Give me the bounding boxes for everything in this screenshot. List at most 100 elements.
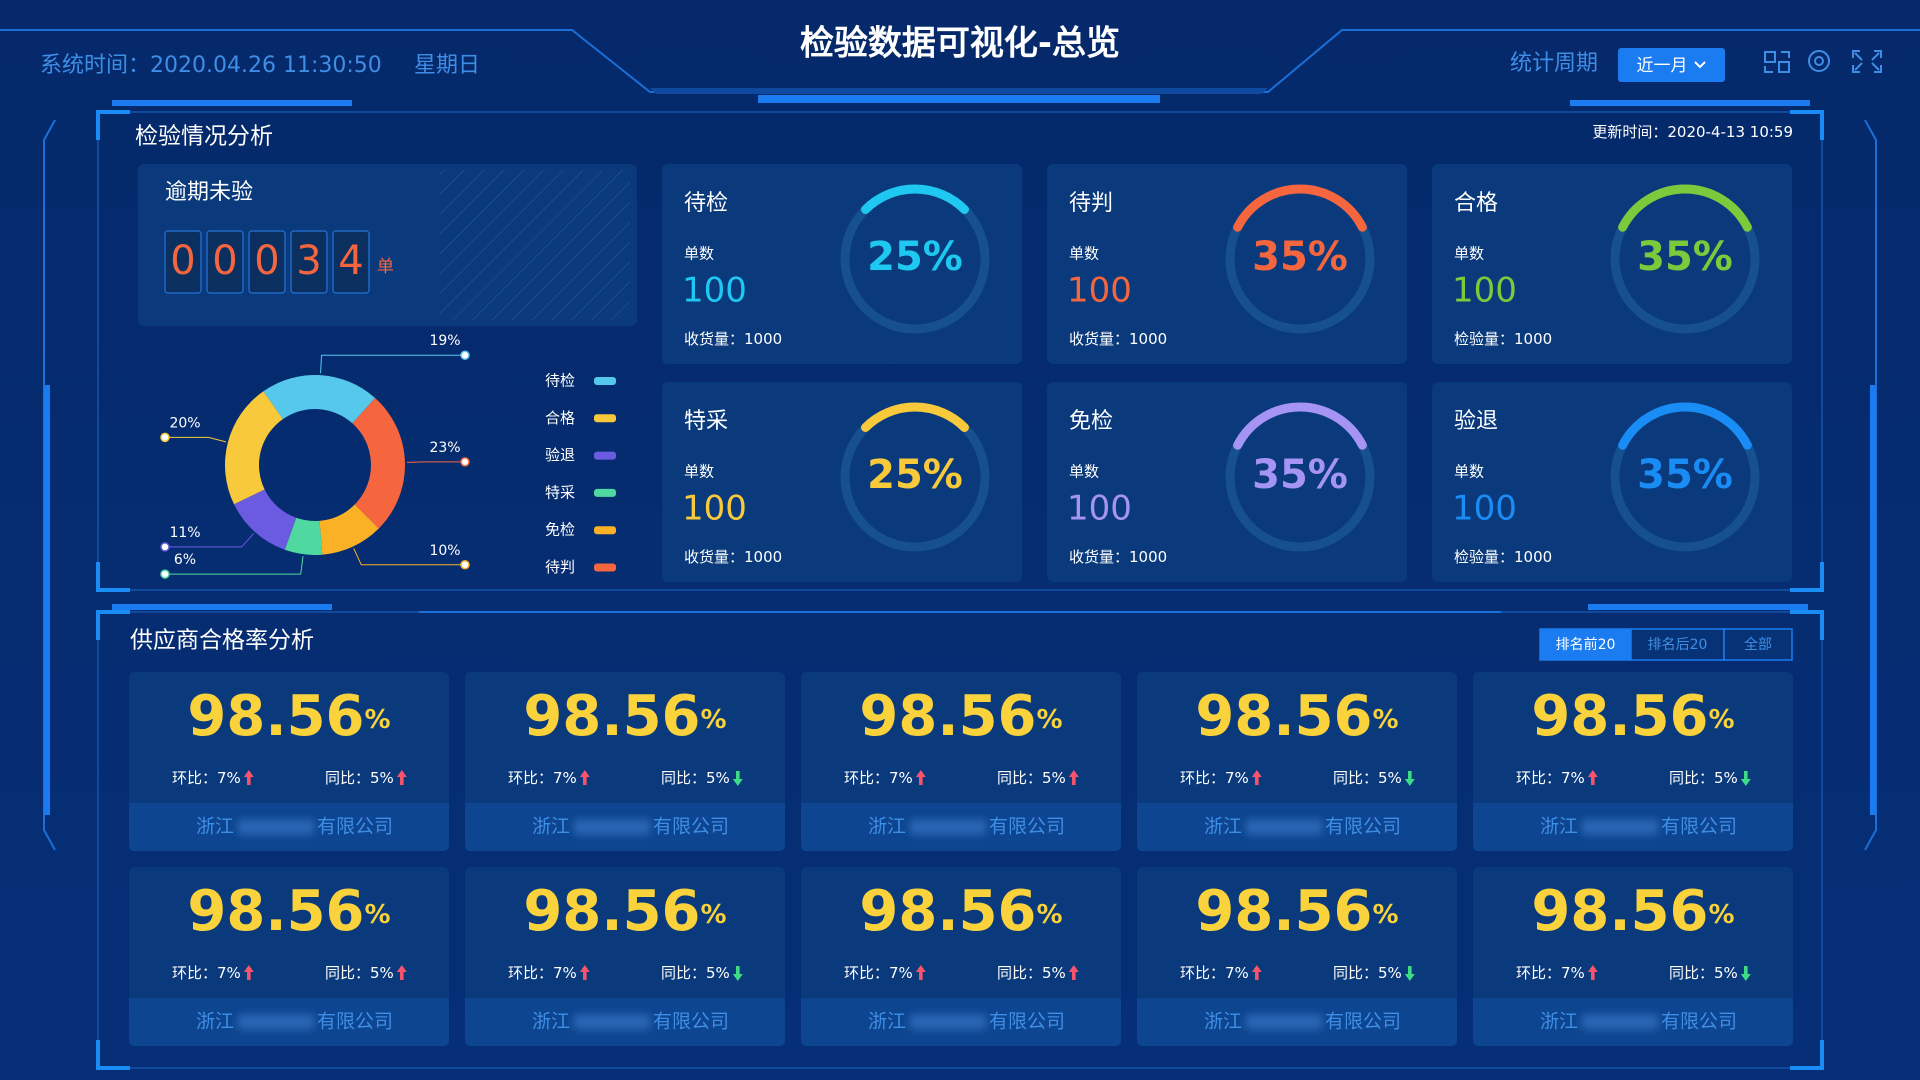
mom-stat: 环比：7%	[1180, 769, 1249, 787]
company-blur	[1245, 819, 1323, 835]
company-prefix: 浙江	[532, 816, 570, 838]
mom-stat: 环比：7%	[1180, 964, 1249, 982]
rate-unit: %	[1709, 900, 1735, 930]
tab-box[interactable]	[1723, 628, 1793, 661]
icon-part[interactable]	[1808, 50, 1830, 72]
sub-value: 1000	[1514, 548, 1552, 566]
tab[interactable]: 全部	[1723, 628, 1793, 661]
trend-down-arrow	[1404, 771, 1415, 786]
settings-icon[interactable]	[1808, 50, 1830, 72]
icon-part[interactable]	[1814, 56, 1824, 66]
card-name: 合格	[1454, 191, 1498, 216]
yoy-label: 同比：	[1333, 964, 1378, 982]
fullscreen-icon[interactable]	[1852, 50, 1882, 73]
company-suffix: 有限公司	[317, 1011, 393, 1033]
company-suffix: 有限公司	[317, 816, 393, 838]
segment-label: 23%	[429, 440, 460, 456]
yoy-label: 同比：	[325, 964, 370, 982]
rate-value: 98.56	[1531, 684, 1708, 749]
rate-value: 98.56	[523, 879, 700, 944]
mom-value: 7%	[217, 964, 241, 982]
card-name: 免检	[1069, 409, 1113, 434]
rate-unit: %	[1037, 900, 1063, 930]
period-dropdown[interactable]: 近一月	[1618, 48, 1725, 82]
count: 100	[1067, 271, 1132, 311]
dropdown-chevron[interactable]	[1694, 61, 1706, 69]
mom-label: 环比：	[844, 964, 889, 982]
mom-stat: 环比：7%	[1516, 769, 1585, 787]
sub-value: 1000	[1129, 330, 1167, 348]
ring-arc	[861, 402, 969, 433]
ring-percent: 25%	[867, 452, 963, 498]
rate-value: 98.56	[523, 684, 700, 749]
trend-up-arrow	[396, 770, 407, 785]
card-name: 验退	[1454, 409, 1498, 434]
rate-value: 98.56	[859, 879, 1036, 944]
icon-part[interactable]	[1764, 51, 1790, 73]
panel-corner	[96, 610, 1824, 1070]
trend-down-arrow	[1740, 771, 1751, 786]
yoy-stat: 同比：5%	[661, 964, 730, 982]
tab[interactable]: 排名后20	[1630, 628, 1725, 661]
company-blur	[1581, 819, 1659, 835]
side-bar	[44, 385, 50, 815]
layout-icon[interactable]	[1764, 51, 1790, 73]
tab-box[interactable]	[1539, 628, 1632, 661]
ring-arc	[1618, 402, 1752, 450]
tab-label[interactable]: 排名前20	[1556, 636, 1616, 653]
leader-dot	[460, 457, 470, 467]
trend-up-arrow	[243, 965, 254, 980]
dropdown-value[interactable]: 近一月	[1637, 56, 1688, 76]
tab[interactable]: 排名前20	[1539, 628, 1632, 661]
yoy-label: 同比：	[997, 769, 1042, 787]
mom-label: 环比：	[508, 964, 553, 982]
trend-up-arrow	[1068, 965, 1079, 980]
tab-box[interactable]	[1630, 628, 1725, 661]
pass-rate: 98.56%	[1195, 879, 1398, 944]
digit: 0	[254, 238, 279, 284]
yoy-stat: 同比：5%	[325, 769, 394, 787]
sub-stat: 收货量：1000	[1069, 548, 1167, 566]
panel-top-bar	[112, 604, 332, 610]
segment-label: 20%	[169, 415, 200, 431]
ring-arc	[1233, 184, 1367, 232]
trend-up-arrow	[915, 965, 926, 980]
digit: 4	[338, 238, 363, 284]
yoy-value: 5%	[706, 769, 730, 787]
icon-part[interactable]	[1778, 61, 1790, 73]
tab-label[interactable]: 全部	[1744, 636, 1772, 653]
leader-dot	[460, 560, 470, 570]
company-prefix: 浙江	[1204, 1011, 1242, 1033]
rate-unit: %	[1373, 705, 1399, 735]
company-blur	[237, 1014, 315, 1030]
legend-swatch	[594, 451, 616, 460]
yoy-value: 5%	[1042, 964, 1066, 982]
overdue-unit: 单	[377, 257, 394, 277]
icon-part[interactable]	[1852, 50, 1882, 73]
tab-label[interactable]: 排名后20	[1648, 637, 1708, 653]
page-title: 检验数据可视化-总览	[800, 24, 1120, 64]
dropdown-box[interactable]	[1618, 48, 1725, 82]
trend-up-arrow	[915, 770, 926, 785]
icon-part[interactable]	[1764, 51, 1776, 63]
rate-value: 98.56	[1531, 879, 1708, 944]
yoy-stat: 同比：5%	[1333, 769, 1402, 787]
update-value: 2020-4-13 10:59	[1667, 123, 1793, 141]
trend-down-arrow	[732, 771, 743, 786]
panel-top-bar	[1588, 604, 1808, 610]
period-label: 统计周期	[1510, 51, 1598, 76]
digit: 0	[170, 238, 195, 284]
donut-segment	[263, 374, 376, 424]
legend-label: 免检	[545, 521, 575, 539]
legend-label: 合格	[545, 409, 575, 427]
mom-label: 环比：	[1180, 964, 1225, 982]
leader-dot	[160, 432, 170, 443]
digit-box	[248, 230, 286, 294]
count: 100	[1067, 489, 1132, 529]
company-suffix: 有限公司	[653, 816, 729, 838]
count-label: 单数	[1069, 245, 1099, 263]
digit-box	[164, 230, 202, 294]
trend-down-arrow	[732, 966, 743, 981]
sub-stat: 收货量：1000	[684, 330, 782, 348]
